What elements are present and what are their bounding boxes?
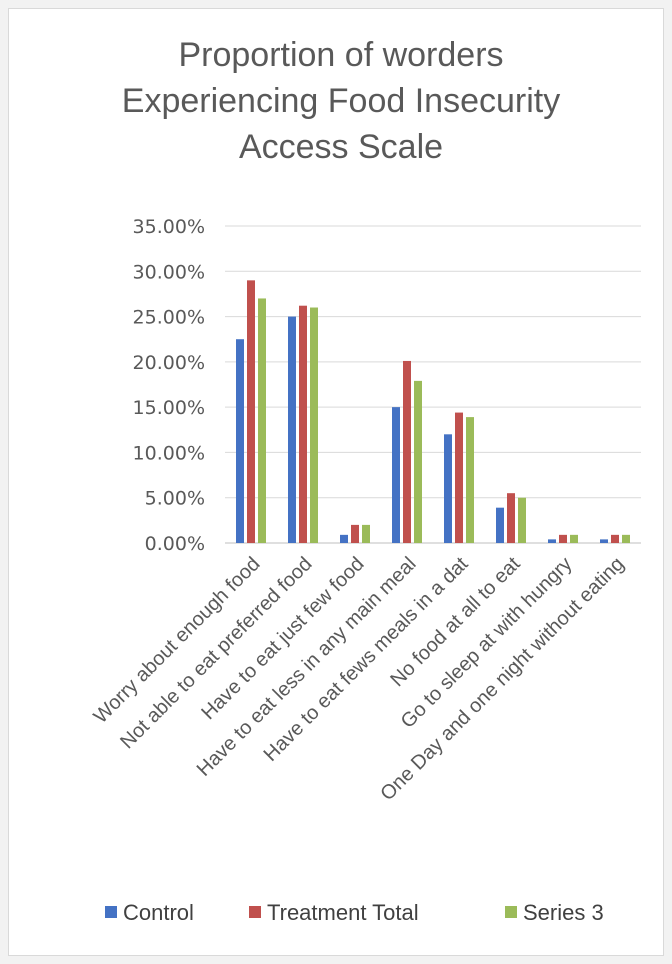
- x-tick-label: One Day and one night without eating: [376, 553, 628, 805]
- bar-treatment-total: [507, 493, 515, 543]
- bar-series-3: [258, 298, 266, 543]
- bar-control: [496, 507, 504, 543]
- y-tick-label: 20.00%: [133, 352, 205, 374]
- chart-title-line: Access Scale: [239, 128, 443, 166]
- bar-control: [444, 434, 452, 543]
- chart-title-line: Proportion of worders: [178, 36, 503, 74]
- bar-treatment-total: [403, 360, 411, 543]
- bar-chart: Proportion of worders Experiencing Food I…: [90, 36, 641, 925]
- bar-series-3: [518, 497, 526, 543]
- bar-treatment-total: [455, 412, 463, 543]
- y-tick-label: 25.00%: [133, 307, 205, 329]
- bar-treatment-total: [247, 280, 255, 543]
- bar-series-3: [414, 380, 422, 543]
- bar-series-3: [362, 524, 370, 543]
- legend-label: Series 3: [523, 900, 604, 925]
- legend-swatch: [505, 906, 517, 918]
- bar-control: [340, 534, 348, 543]
- y-tick-label: 5.00%: [145, 488, 205, 510]
- bar-control: [600, 539, 608, 543]
- bar-treatment-total: [611, 534, 619, 543]
- legend-swatch: [249, 906, 261, 918]
- bar-control: [288, 316, 296, 543]
- bar-series-3: [570, 534, 578, 543]
- bar-series-3: [466, 417, 474, 543]
- y-tick-label: 15.00%: [133, 397, 205, 419]
- chart-title-line: Experiencing Food Insecurity: [122, 82, 560, 120]
- y-tick-label: 35.00%: [133, 216, 205, 238]
- bar-treatment-total: [559, 534, 567, 543]
- bar-treatment-total: [351, 524, 359, 543]
- bar-series-3: [622, 534, 630, 543]
- bar-control: [548, 539, 556, 543]
- bar-control: [392, 407, 400, 543]
- chart-frame: Proportion of worders Experiencing Food I…: [8, 8, 664, 956]
- legend-label: Control: [123, 900, 194, 925]
- y-tick-label: 10.00%: [133, 442, 205, 464]
- y-tick-label: 0.00%: [145, 533, 205, 555]
- bar-treatment-total: [299, 305, 307, 543]
- bar-control: [236, 339, 244, 543]
- legend-label: Treatment Total: [267, 900, 419, 925]
- legend-swatch: [105, 906, 117, 918]
- bar-series-3: [310, 307, 318, 543]
- y-tick-label: 30.00%: [133, 261, 205, 283]
